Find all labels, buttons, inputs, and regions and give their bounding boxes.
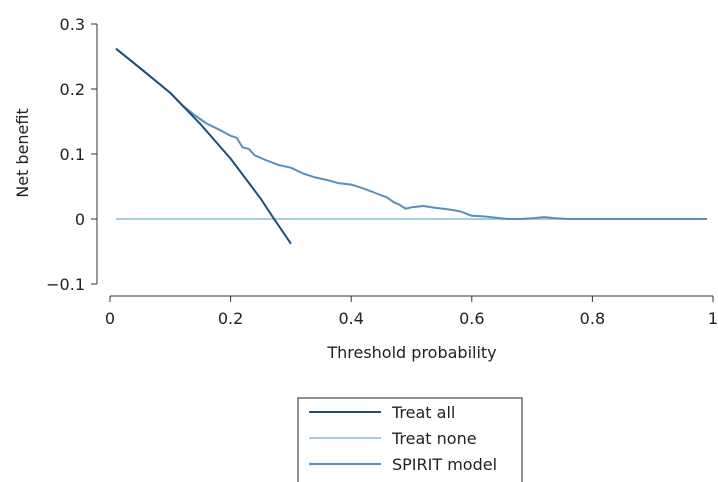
legend-label: Treat all <box>391 403 455 422</box>
legend-label: SPIRIT model <box>392 455 497 474</box>
series-line-treat-all <box>115 47 292 245</box>
x-tick-label: 0.4 <box>338 309 363 328</box>
axes: −0.1 0 0.1 0.2 0.3 0 0.2 0.4 0.6 0.8 1 <box>46 15 718 328</box>
legend-label: Treat none <box>391 429 477 448</box>
series-line-spirit-model <box>115 47 707 220</box>
x-tick-label: 0.8 <box>580 309 605 328</box>
x-tick-label: 0.6 <box>459 309 484 328</box>
x-tick-label: 1 <box>708 309 718 328</box>
x-tick-label: 0.2 <box>218 309 243 328</box>
y-axis-title: Net benefit <box>13 108 32 198</box>
x-tick-label: 0 <box>105 309 115 328</box>
legend-box <box>297 397 523 482</box>
plot-lines <box>115 47 707 245</box>
y-tick-label: −0.1 <box>46 275 85 294</box>
y-tick-label: 0.2 <box>60 80 85 99</box>
y-tick-label: 0.3 <box>60 15 85 34</box>
x-axis-title: Threshold probability <box>326 343 496 362</box>
legend: Treat all Treat none SPIRIT model <box>297 397 523 482</box>
y-tick-label: 0 <box>75 210 85 229</box>
y-tick-label: 0.1 <box>60 145 85 164</box>
